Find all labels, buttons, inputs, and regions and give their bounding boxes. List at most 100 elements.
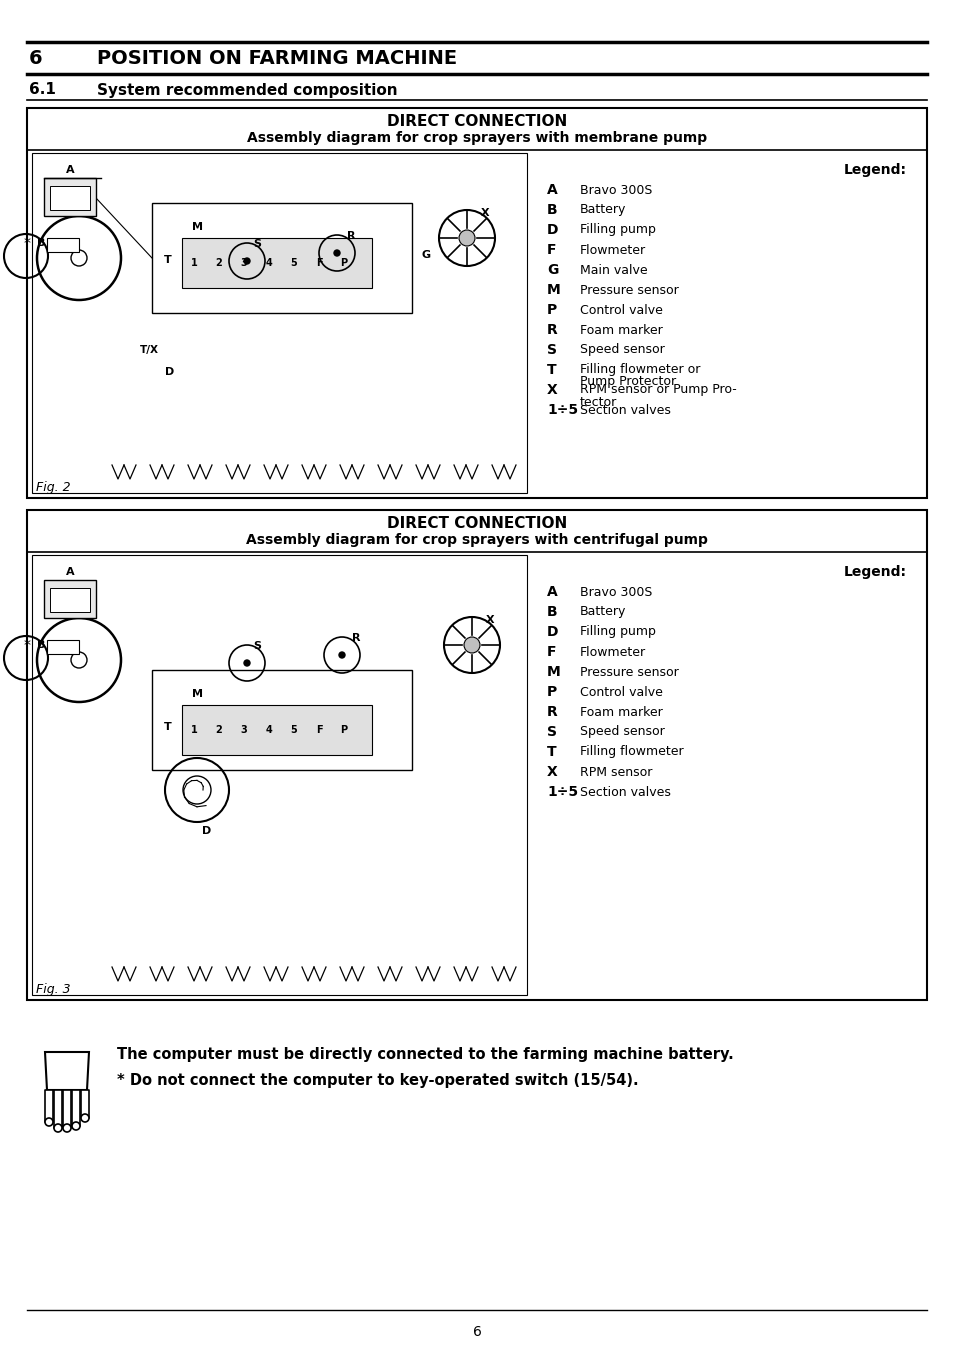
Text: Legend:: Legend: [843,162,906,177]
Text: M: M [192,222,203,232]
Text: G: G [421,250,431,260]
Text: R: R [546,324,558,337]
Circle shape [54,1124,62,1132]
Text: *: * [24,236,30,250]
Text: B: B [37,238,46,248]
Text: 4: 4 [265,724,273,735]
Circle shape [81,1114,89,1122]
Text: POSITION ON FARMING MACHINE: POSITION ON FARMING MACHINE [97,49,456,68]
Bar [81,1090,89,1118]
Text: System recommended composition: System recommended composition [97,83,397,97]
Text: Pressure sensor: Pressure sensor [579,283,678,297]
Bar [32,555,526,995]
Text: F: F [315,259,322,268]
Text: Fig. 3: Fig. 3 [36,983,71,997]
Circle shape [63,1124,71,1132]
Text: Speed sensor: Speed sensor [579,726,664,738]
Bar [71,1090,80,1127]
Text: Battery: Battery [579,605,626,619]
Text: Assembly diagram for crop sprayers with centrifugal pump: Assembly diagram for crop sprayers with … [246,533,707,547]
Text: 3: 3 [240,724,247,735]
Text: 1÷5: 1÷5 [546,403,578,417]
Bar [54,1090,62,1128]
Text: Control valve: Control valve [579,685,662,699]
Circle shape [45,1118,53,1127]
Text: B: B [546,605,558,619]
Text: R: R [347,232,355,241]
Text: Foam marker: Foam marker [579,324,662,337]
Text: 3: 3 [240,259,247,268]
Text: D: D [546,626,558,639]
Bar [32,153,526,493]
Bar [44,580,96,617]
Text: Pressure sensor: Pressure sensor [579,666,678,678]
Text: X: X [485,615,494,626]
Text: F: F [315,724,322,735]
Text: Pump Protector: Pump Protector [579,375,676,389]
Text: P: P [546,685,557,699]
Bar [182,238,372,288]
Text: Bravo 300S: Bravo 300S [579,184,652,196]
Text: S: S [546,724,557,739]
Text: X: X [480,209,489,218]
Text: Flowmeter: Flowmeter [579,646,645,658]
Text: RPM sensor: RPM sensor [579,765,652,779]
Text: R: R [546,705,558,719]
Text: Filling flowmeter or: Filling flowmeter or [579,363,700,376]
Text: Foam marker: Foam marker [579,705,662,719]
Text: 1: 1 [191,259,197,268]
Text: T: T [164,722,172,733]
Bar [47,238,79,252]
Text: DIRECT CONNECTION: DIRECT CONNECTION [387,516,566,532]
Circle shape [458,230,475,246]
Text: Legend:: Legend: [843,565,906,580]
Text: Battery: Battery [579,203,626,217]
Text: D: D [165,367,174,376]
Bar [50,185,90,210]
Circle shape [338,653,345,658]
Text: 1: 1 [191,724,197,735]
Text: T: T [164,255,172,265]
Text: X: X [546,765,558,779]
Text: F: F [546,242,556,257]
Bar [152,670,412,770]
Text: S: S [546,343,557,357]
Bar [45,1090,53,1122]
Text: A: A [546,183,558,196]
Circle shape [244,259,250,264]
Text: Main valve: Main valve [579,264,647,276]
Circle shape [334,250,339,256]
Text: Assembly diagram for crop sprayers with membrane pump: Assembly diagram for crop sprayers with … [247,131,706,145]
Text: 6.1: 6.1 [29,83,56,97]
Text: S: S [253,640,261,651]
Text: RPM sensor or Pump Pro-: RPM sensor or Pump Pro- [579,383,736,397]
Polygon shape [45,1052,89,1090]
Text: 6: 6 [29,49,43,68]
Text: Filling flowmeter: Filling flowmeter [579,746,683,758]
Text: Fig. 2: Fig. 2 [36,482,71,494]
Text: Control valve: Control valve [579,303,662,317]
Text: A: A [66,567,74,577]
Text: M: M [546,665,560,678]
Bar [44,177,96,217]
Text: S: S [253,240,261,249]
Text: P: P [340,259,347,268]
Bar [49,1089,85,1099]
Text: A: A [546,585,558,598]
Text: G: G [546,263,558,278]
Circle shape [463,636,479,653]
Text: Section valves: Section valves [579,785,670,799]
Text: D: D [202,826,211,835]
Text: Filling pump: Filling pump [579,223,655,237]
Text: T: T [546,745,556,760]
Text: 5: 5 [291,724,297,735]
Text: 2: 2 [215,259,222,268]
Text: *: * [24,638,30,653]
Bar [63,1090,71,1128]
Text: F: F [546,645,556,659]
Text: 6: 6 [472,1326,481,1339]
Text: A: A [66,165,74,175]
Text: 1÷5: 1÷5 [546,785,578,799]
Text: 4: 4 [265,259,273,268]
Circle shape [71,1122,80,1131]
